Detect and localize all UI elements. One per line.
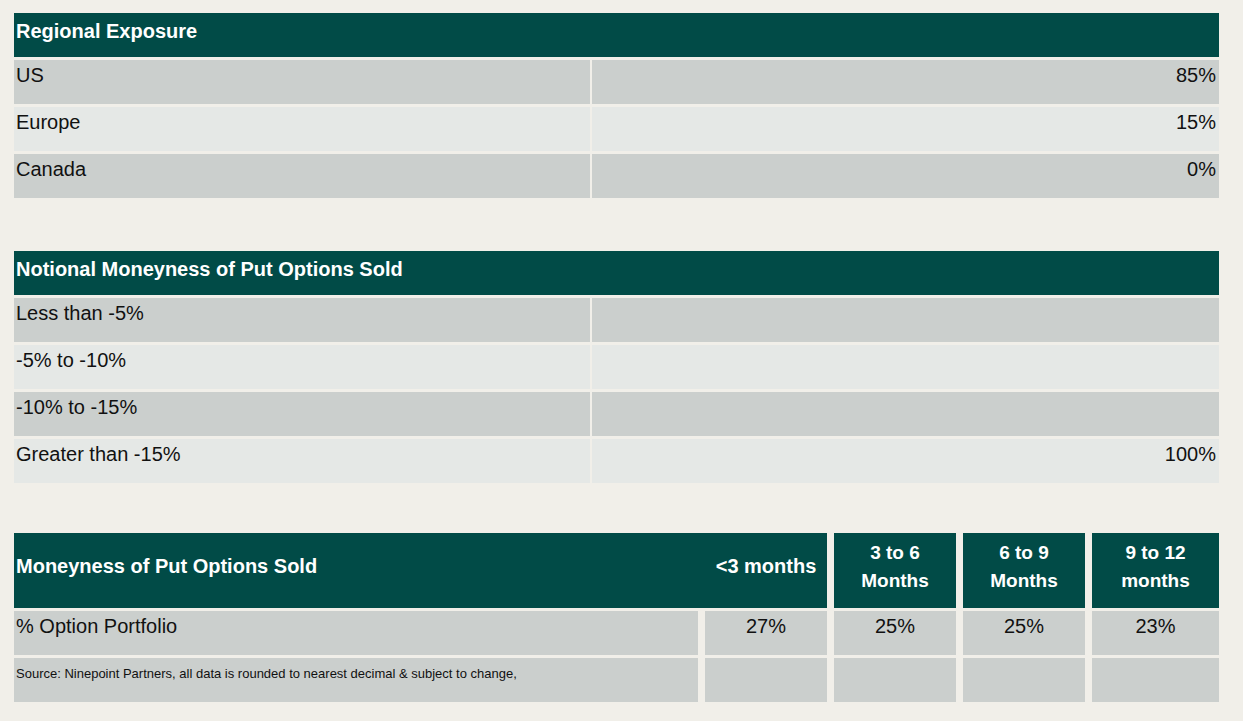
- table-title: Notional Moneyness of Put Options Sold: [16, 258, 403, 281]
- row-label: % Option Portfolio: [14, 611, 698, 655]
- source-note: Source: Ninepoint Partners, all data is …: [14, 658, 698, 702]
- row-value: [592, 298, 1219, 342]
- regional-exposure-header: Regional Exposure: [14, 13, 1219, 57]
- fact-sheet-page: Regional Exposure US 85% Europe 15% Cana…: [0, 0, 1243, 721]
- regional-exposure-table: Regional Exposure US 85% Europe 15% Cana…: [14, 13, 1219, 198]
- empty-cell: [705, 658, 827, 702]
- row-label: US: [14, 60, 590, 104]
- column-header-3-to-6-months: 3 to 6 Months: [834, 533, 956, 608]
- row-value: 100%: [592, 439, 1219, 483]
- table-row: US 85%: [14, 60, 1219, 104]
- row-label: -5% to -10%: [14, 345, 590, 389]
- row-value: 0%: [592, 154, 1219, 198]
- row-value: [592, 345, 1219, 389]
- table-row: -10% to -15%: [14, 392, 1219, 436]
- empty-cell: [963, 658, 1085, 702]
- row-value: [592, 392, 1219, 436]
- empty-cell: [1092, 658, 1219, 702]
- cell-value: 23%: [1092, 611, 1219, 655]
- table-row: -5% to -10%: [14, 345, 1219, 389]
- cell-value: 27%: [705, 611, 827, 655]
- notional-moneyness-table: Notional Moneyness of Put Options Sold L…: [14, 251, 1219, 483]
- column-header-9-to-12-months: 9 to 12 months: [1092, 533, 1219, 608]
- empty-cell: [834, 658, 956, 702]
- moneyness-by-term-header: Moneyness of Put Options Sold <3 months …: [14, 533, 1219, 608]
- row-label: Europe: [14, 107, 590, 151]
- row-label: Greater than -15%: [14, 439, 590, 483]
- table-row: Less than -5%: [14, 298, 1219, 342]
- table-row: Europe 15%: [14, 107, 1219, 151]
- row-value: 85%: [592, 60, 1219, 104]
- cell-value: 25%: [834, 611, 956, 655]
- cell-value: 25%: [963, 611, 1085, 655]
- table-title: Moneyness of Put Options Sold: [16, 555, 317, 578]
- table-row: Canada 0%: [14, 154, 1219, 198]
- source-note-row: Source: Ninepoint Partners, all data is …: [14, 658, 1219, 702]
- moneyness-by-term-table: Moneyness of Put Options Sold <3 months …: [14, 533, 1219, 702]
- column-header-under-3-months: <3 months: [705, 555, 827, 578]
- row-label: -10% to -15%: [14, 392, 590, 436]
- table-row: % Option Portfolio 27% 25% 25% 23%: [14, 611, 1219, 655]
- title-and-first-column-header: Moneyness of Put Options Sold <3 months: [14, 533, 827, 608]
- row-value: 15%: [592, 107, 1219, 151]
- row-label: Less than -5%: [14, 298, 590, 342]
- row-label: Canada: [14, 154, 590, 198]
- column-header-6-to-9-months: 6 to 9 Months: [963, 533, 1085, 608]
- notional-moneyness-header: Notional Moneyness of Put Options Sold: [14, 251, 1219, 295]
- table-row: Greater than -15% 100%: [14, 439, 1219, 483]
- table-title: Regional Exposure: [16, 20, 197, 43]
